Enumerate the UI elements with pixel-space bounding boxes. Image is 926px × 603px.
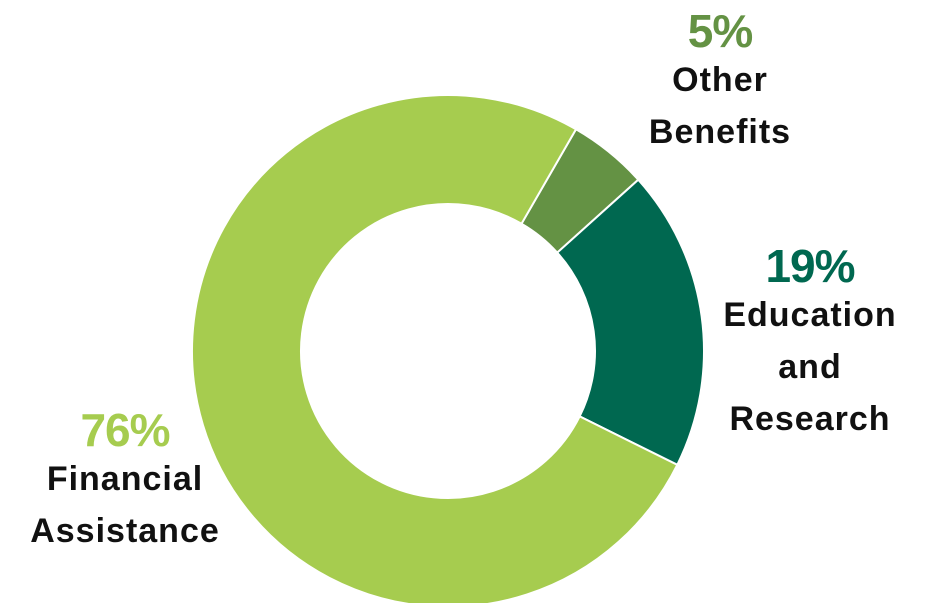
name-line-assistance: Assistance bbox=[30, 512, 220, 550]
slice-edu bbox=[555, 178, 705, 467]
label-other-benefits: 5% Other Benefits bbox=[630, 8, 810, 158]
name-line-research: Research bbox=[729, 400, 891, 438]
label-financial-assistance: 76% Financial Assistance bbox=[10, 407, 240, 557]
pct-label-financial-assistance: 76% bbox=[80, 404, 170, 456]
name-line-financial: Financial bbox=[46, 460, 204, 498]
label-education-and-research: 19% Education and Research bbox=[700, 243, 920, 445]
name-line-and: and bbox=[778, 348, 842, 386]
slice-fin bbox=[191, 94, 679, 603]
donut-slices bbox=[191, 94, 705, 603]
pct-label-education-and-research: 19% bbox=[765, 240, 855, 292]
pct-label-other-benefits: 5% bbox=[687, 5, 753, 57]
name-line-benefits: Benefits bbox=[648, 113, 792, 151]
name-line-other: Other bbox=[672, 61, 768, 99]
name-line-education: Education bbox=[723, 296, 897, 334]
